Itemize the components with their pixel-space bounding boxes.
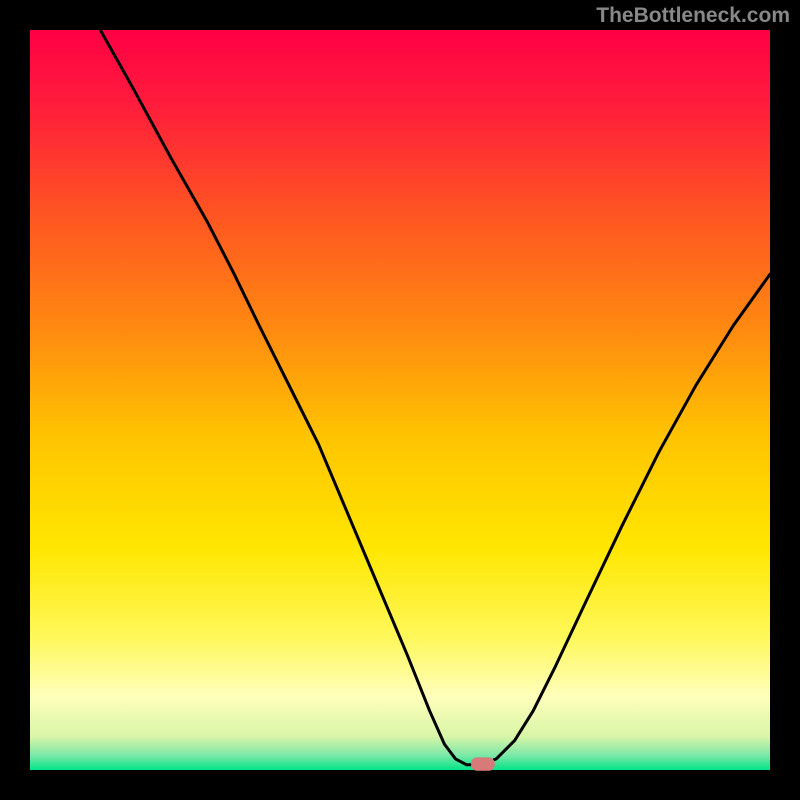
optimal-marker [471,757,495,770]
watermark-text: TheBottleneck.com [596,4,790,28]
bottleneck-chart [0,0,800,800]
chart-container: TheBottleneck.com [0,0,800,800]
plot-background [30,30,770,770]
